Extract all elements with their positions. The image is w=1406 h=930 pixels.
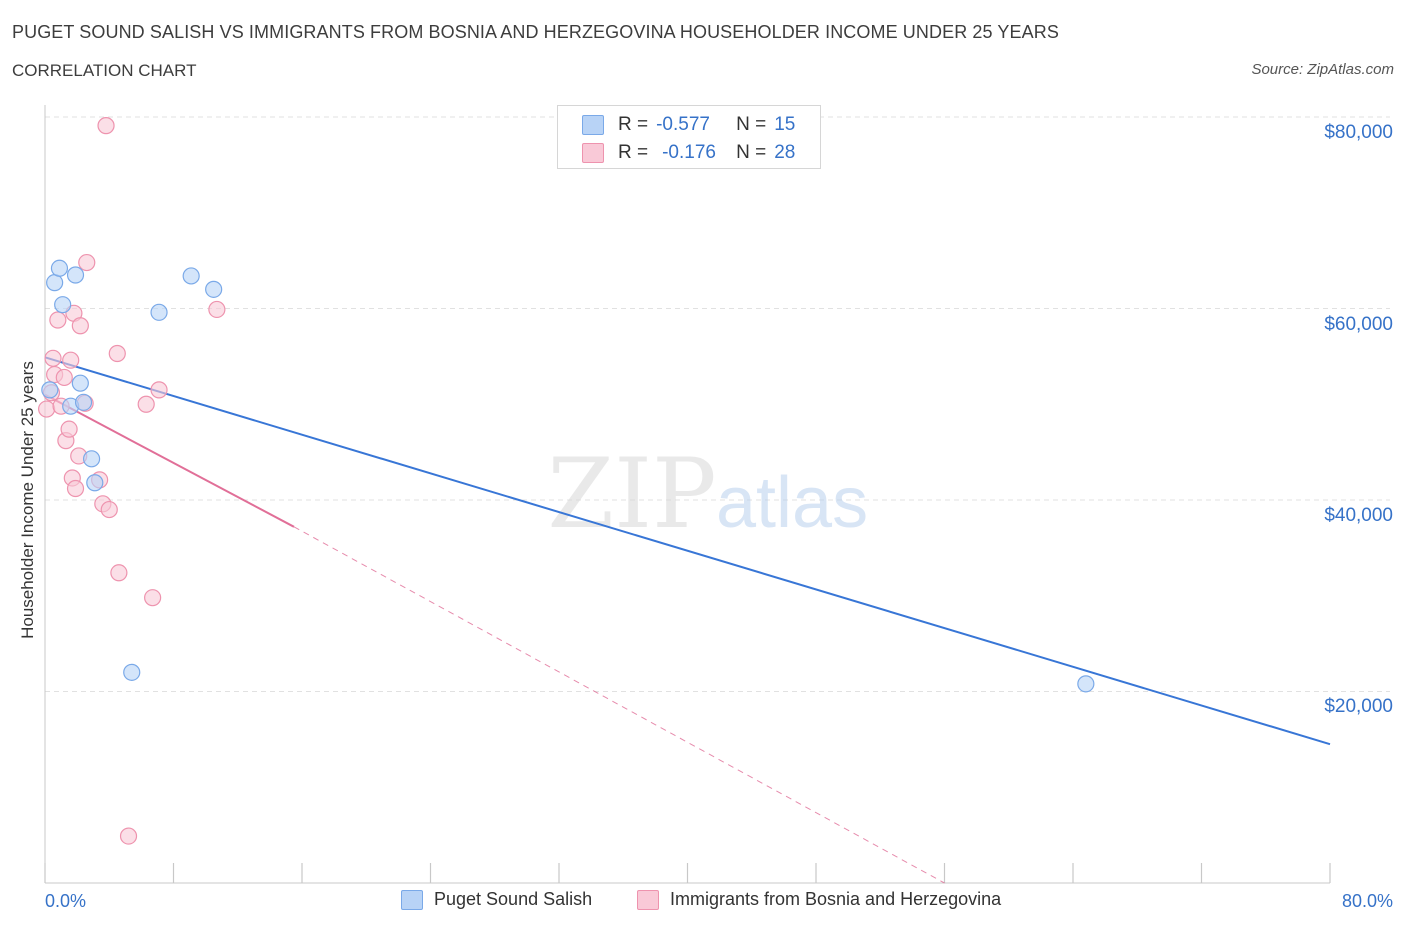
grid-layer xyxy=(45,116,1390,692)
y-tick-label: $20,000 xyxy=(1324,696,1393,717)
data-point-bosnia xyxy=(150,381,168,399)
correlation-legend: R = -0.577 N = 15 R = -0.176 N = 28 xyxy=(557,105,821,169)
data-point-bosnia xyxy=(66,479,85,498)
data-point-bosnia xyxy=(38,400,56,418)
legend-swatch-pink xyxy=(582,143,604,163)
data-point-bosnia xyxy=(49,311,67,329)
trend-line-bosnia xyxy=(44,393,295,528)
data-point-bosnia xyxy=(119,827,138,845)
data-point-puget-sound-salish xyxy=(74,393,93,411)
legend-r-value: -0.176 xyxy=(662,142,716,163)
data-point-bosnia xyxy=(78,253,96,272)
legend-r-value: -0.577 xyxy=(656,114,710,135)
data-point-puget-sound-salish xyxy=(1077,675,1095,693)
y-tick-label: $80,000 xyxy=(1324,122,1393,143)
data-point-bosnia xyxy=(144,589,162,607)
legend-r-label: R = xyxy=(618,114,649,135)
legend-n-label: N = xyxy=(736,114,767,135)
data-point-bosnia xyxy=(71,317,89,335)
data-point-bosnia xyxy=(62,351,80,369)
series-legend-label: Puget Sound Salish xyxy=(434,889,593,909)
data-point-puget-sound-salish xyxy=(182,267,200,285)
series-legend-label: Immigrants from Bosnia and Herzegovina xyxy=(670,889,1002,909)
legend-n-value: 15 xyxy=(774,114,796,135)
watermark-atlas: atlas xyxy=(716,463,868,543)
points-layer xyxy=(38,117,1095,845)
trend-layer xyxy=(44,356,1331,884)
legend-n-value: 28 xyxy=(774,142,796,163)
data-point-puget-sound-salish xyxy=(150,303,168,321)
data-point-puget-sound-salish xyxy=(46,274,64,292)
x-tick-label-max: 80.0% xyxy=(1341,891,1393,911)
data-point-bosnia xyxy=(100,500,118,519)
watermark-zip: ZIP xyxy=(547,438,716,550)
series-swatch-pink xyxy=(637,889,659,910)
series-legend-item-pink[interactable]: Immigrants from Bosnia and Herzegovina xyxy=(637,889,1001,910)
data-point-bosnia xyxy=(110,564,128,582)
legend-row-pink: R = -0.176 N = 28 xyxy=(582,142,795,164)
data-point-puget-sound-salish xyxy=(41,381,59,399)
data-point-puget-sound-salish xyxy=(123,663,141,681)
data-point-puget-sound-salish xyxy=(54,296,72,314)
x-tick-label-min: 0.0% xyxy=(45,891,87,911)
series-legend-item-blue[interactable]: Puget Sound Salish xyxy=(401,889,592,910)
legend-n-label: N = xyxy=(736,142,767,163)
legend-swatch-blue xyxy=(582,115,604,135)
y-tick-label: $40,000 xyxy=(1324,505,1393,526)
data-point-puget-sound-salish xyxy=(205,280,223,298)
chart-subtitle: CORRELATION CHART xyxy=(12,61,197,80)
data-point-bosnia xyxy=(208,300,226,319)
y-tick-label: $60,000 xyxy=(1324,314,1393,335)
data-point-puget-sound-salish xyxy=(66,266,85,284)
data-point-puget-sound-salish xyxy=(82,450,101,468)
data-point-puget-sound-salish xyxy=(71,374,89,392)
data-point-bosnia xyxy=(60,420,78,438)
data-point-bosnia xyxy=(55,368,73,387)
data-point-bosnia xyxy=(108,344,126,363)
trend-line-extension-bosnia xyxy=(293,526,945,884)
data-point-puget-sound-salish xyxy=(86,474,104,492)
data-point-bosnia xyxy=(137,395,155,413)
series-legend: Puget Sound Salish Immigrants from Bosni… xyxy=(0,889,1406,915)
axis-layer xyxy=(44,105,1331,884)
chart-title: PUGET SOUND SALISH VS IMMIGRANTS FROM BO… xyxy=(12,22,1059,42)
legend-r-label: R = xyxy=(618,142,649,163)
legend-row-blue: R = -0.577 N = 15 xyxy=(582,114,795,136)
data-point-bosnia xyxy=(44,349,62,367)
data-point-puget-sound-salish xyxy=(50,259,69,277)
series-swatch-blue xyxy=(401,889,423,910)
source-label: Source: ZipAtlas.com xyxy=(1251,61,1394,78)
watermark: ZIP atlas xyxy=(547,438,868,550)
trend-line-puget-sound-salish xyxy=(44,356,1331,746)
data-point-bosnia xyxy=(97,117,115,135)
